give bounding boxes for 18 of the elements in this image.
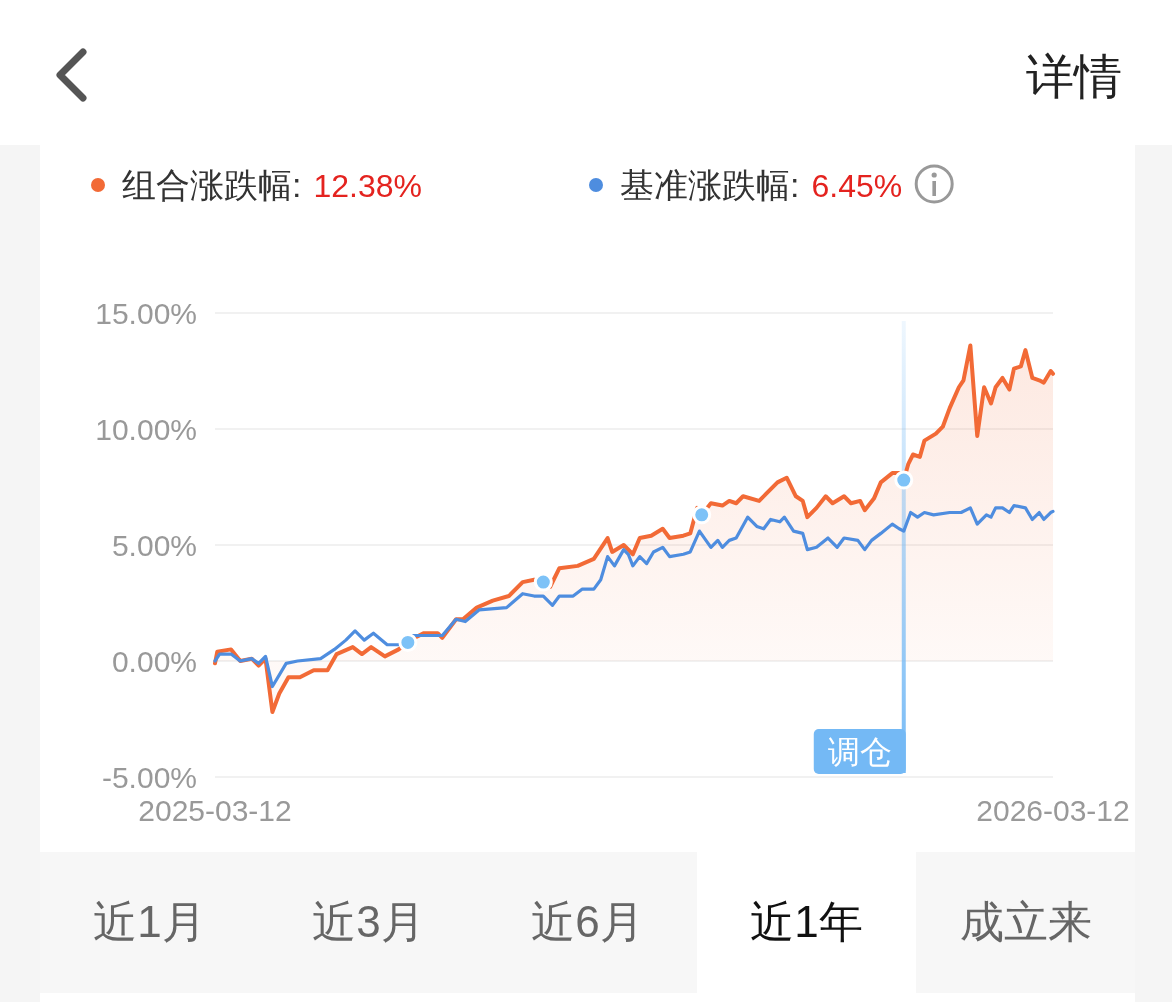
y-tick-label: -5.00% bbox=[101, 761, 197, 794]
tab-label: 近6月 bbox=[531, 897, 644, 946]
legend-label: 基准涨跌幅: bbox=[620, 166, 800, 204]
y-tick-label: 15.00% bbox=[95, 297, 197, 330]
tab-label: 成立来 bbox=[959, 897, 1092, 946]
ref-line-label: 调仓 bbox=[827, 734, 892, 770]
tab: 近1年 bbox=[697, 852, 916, 993]
y-tick-label: 10.00% bbox=[95, 413, 197, 446]
y-tick-label: 0.00% bbox=[111, 645, 197, 678]
y-tick-label: 5.00% bbox=[111, 529, 197, 562]
legend-label: 组合涨跌幅: bbox=[122, 166, 302, 204]
x-tick-label: 2025-03-12 bbox=[138, 794, 292, 827]
text: 详情 bbox=[1026, 50, 1122, 103]
text: 6.45% bbox=[811, 168, 903, 204]
tab-label: 近3月 bbox=[312, 897, 425, 946]
x-tick-label: 2026-03-12 bbox=[976, 794, 1130, 827]
text: 12.38% bbox=[313, 168, 422, 204]
tab-label: 近1月 bbox=[93, 897, 206, 946]
